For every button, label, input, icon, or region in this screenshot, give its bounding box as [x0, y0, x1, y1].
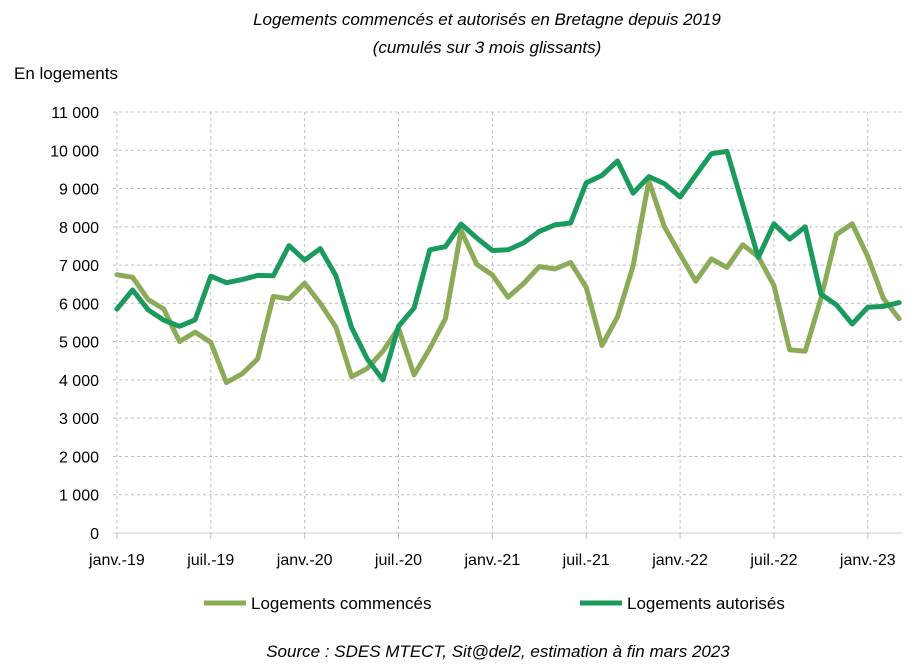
chart-subtitle: (cumulés sur 3 mois glissants) [373, 38, 602, 57]
y-tick-label: 5 000 [59, 335, 99, 352]
x-tick-label: juil.-20 [374, 552, 422, 569]
x-tick-label: juil.-21 [562, 552, 610, 569]
series-line-commences [114, 178, 902, 386]
y-tick-label: 0 [90, 526, 99, 543]
legend: Logements commencés Logements autorisés [204, 594, 785, 613]
chart-title: Logements commencés et autorisés en Bret… [253, 10, 721, 29]
y-tick-label: 1 000 [59, 488, 99, 505]
series-line-autorises [114, 148, 902, 383]
x-axis-ticks: janv.-19 juil.-19 janv.-20 juil.-20 janv.-21… [88, 533, 896, 569]
y-tick-label: 11 000 [51, 105, 99, 122]
series-lines [114, 148, 902, 386]
y-tick-label: 7 000 [59, 258, 99, 275]
y-tick-label: 9 000 [59, 182, 99, 199]
x-tick-label: janv.-21 [463, 552, 520, 569]
x-tick-label: juil.-22 [749, 552, 797, 569]
y-tick-label: 3 000 [59, 411, 99, 428]
y-tick-label: 4 000 [59, 373, 99, 390]
y-axis-label: En logements [14, 64, 118, 83]
y-tick-label: 2 000 [59, 449, 99, 466]
x-tick-label: janv.-20 [276, 552, 333, 569]
x-tick-label: juil.-19 [186, 552, 234, 569]
x-tick-label: janv.-19 [88, 552, 145, 569]
legend-label-autorises: Logements autorisés [627, 594, 785, 613]
y-axis-ticks: 0 1 000 2 000 3 000 4 000 5 000 6 000 7 000 8 00… [50, 105, 99, 543]
legend-label-commences: Logements commencés [251, 594, 431, 613]
x-tick-label: janv.-23 [839, 552, 896, 569]
x-tick-label: janv.-22 [651, 552, 708, 569]
source-note: Source : SDES MTECT, Sit@del2, estimatio… [266, 642, 730, 661]
y-tick-label: 8 000 [59, 220, 99, 237]
y-tick-label: 10 000 [50, 143, 99, 160]
y-tick-label: 6 000 [59, 296, 99, 313]
